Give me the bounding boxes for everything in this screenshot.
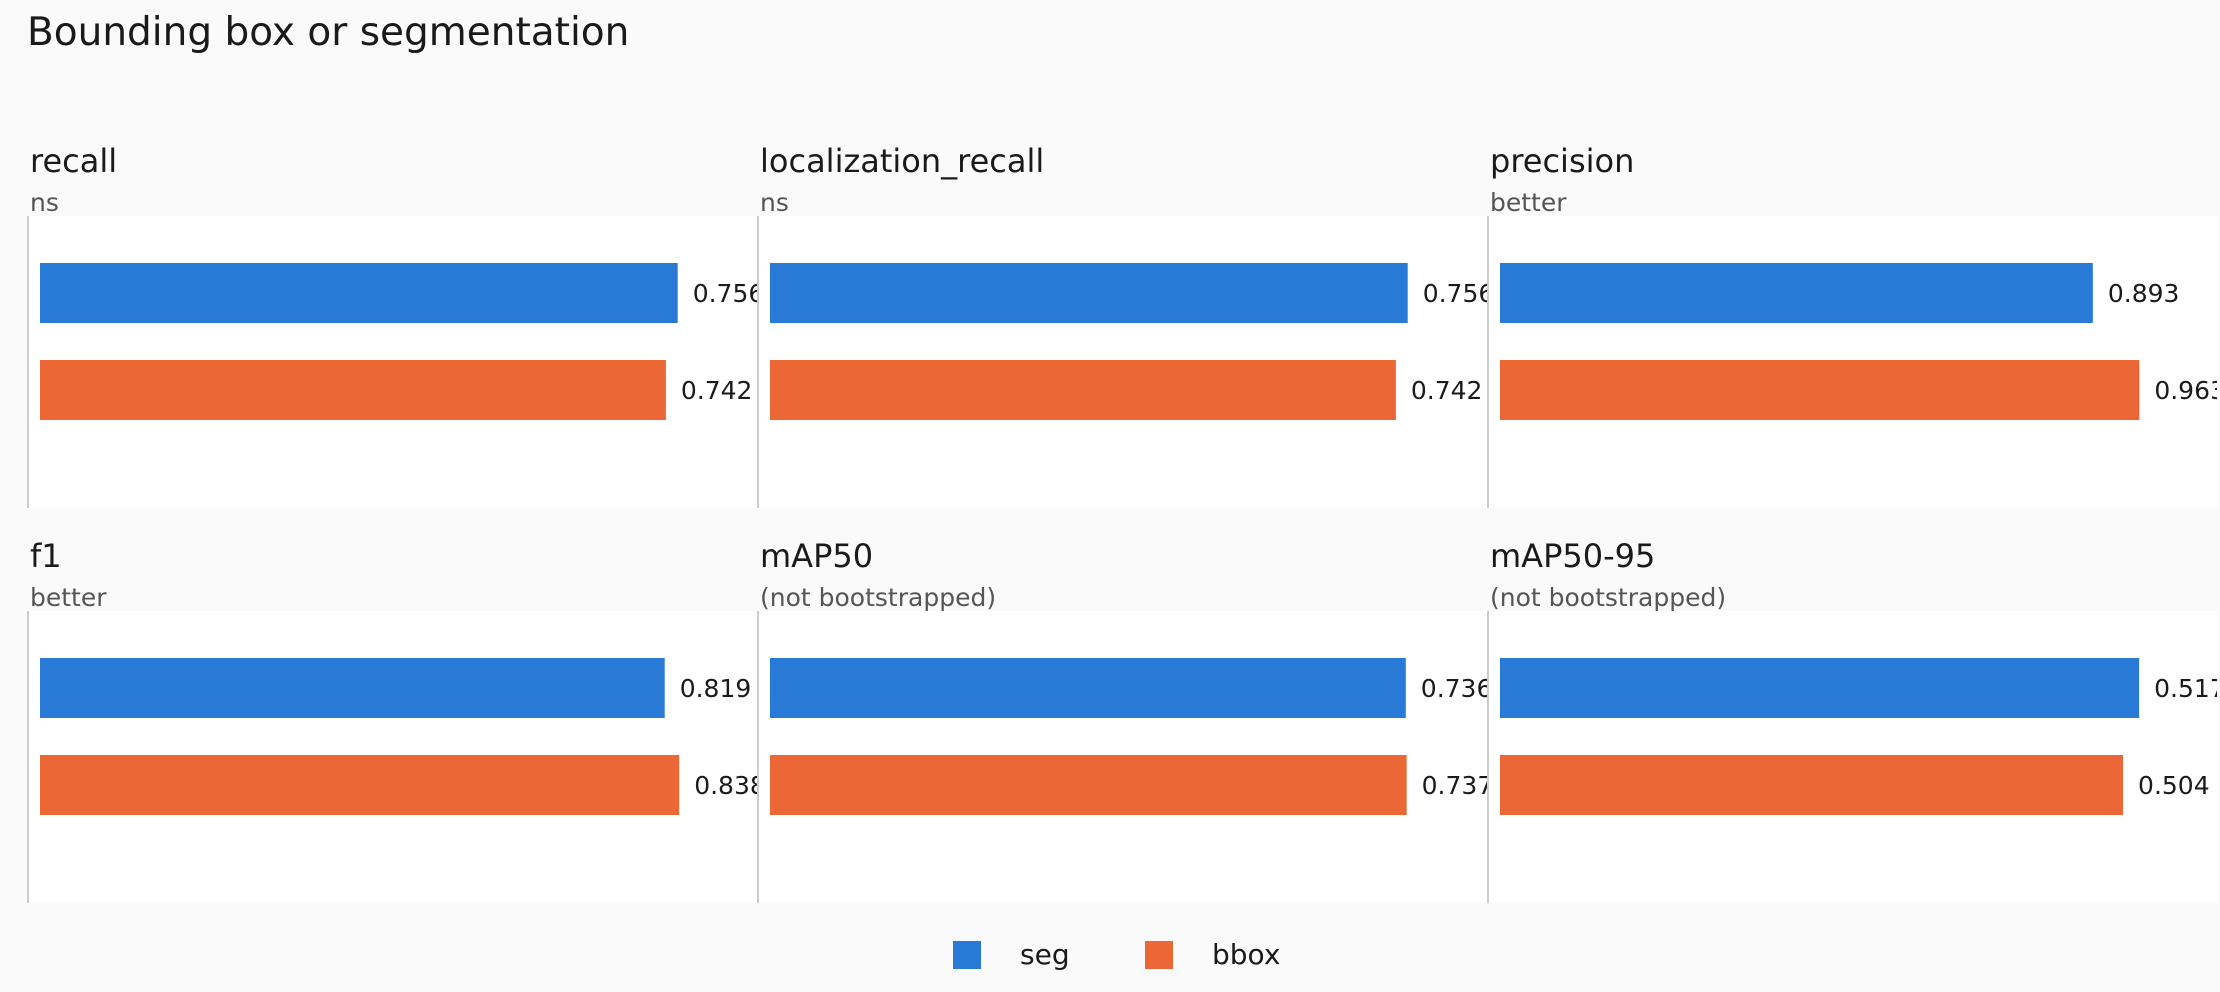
data-label-seg: 0.893 <box>2108 279 2180 308</box>
panel-title: f1 <box>30 537 62 575</box>
plot-area: 0.819 0.838 <box>27 611 757 903</box>
bar-bbox <box>1500 755 2124 815</box>
plot-area: 0.893 0.963 <box>1487 216 2217 508</box>
bar-bbox <box>1500 360 2140 420</box>
bar-chart: 0.736 0.737 <box>757 611 1487 903</box>
bar-chart: 0.893 0.963 <box>1487 216 2217 508</box>
bar-bbox <box>40 360 666 420</box>
panel-title: mAP50-95 <box>1490 537 1656 575</box>
data-label-seg: 0.756 <box>1423 279 1487 308</box>
bar-seg <box>1500 658 2140 718</box>
data-label-bbox: 0.742 <box>1411 376 1483 405</box>
data-label-bbox: 0.742 <box>681 376 753 405</box>
chart-panel-map50-95: mAP50-95 (not bootstrapped) 0.517 0.504 <box>1487 533 2217 913</box>
legend-label-seg: seg <box>1020 938 1070 971</box>
chart-panel-f1: f1 better 0.819 0.838 <box>27 533 757 913</box>
panel-subtitle: ns <box>30 188 59 217</box>
panel-title: recall <box>30 142 118 180</box>
chart-panel-precision: precision better 0.893 0.963 <box>1487 138 2217 518</box>
bar-bbox <box>40 755 680 815</box>
bar-bbox <box>770 755 1407 815</box>
legend-swatch-seg <box>953 941 981 969</box>
panel-title: precision <box>1490 142 1635 180</box>
data-label-seg: 0.756 <box>693 279 757 308</box>
data-label-seg: 0.517 <box>2154 674 2217 703</box>
page-title: Bounding box or segmentation <box>27 10 630 55</box>
legend-label-bbox: bbox <box>1212 938 1281 971</box>
bar-chart: 0.517 0.504 <box>1487 611 2217 903</box>
panel-subtitle: (not bootstrapped) <box>760 583 997 612</box>
bar-bbox <box>770 360 1396 420</box>
plot-area: 0.736 0.737 <box>757 611 1487 903</box>
data-label-bbox: 0.504 <box>2138 771 2210 800</box>
panel-subtitle: ns <box>760 188 789 217</box>
bar-chart: 0.756 0.742 <box>757 216 1487 508</box>
bar-seg <box>1500 263 2093 323</box>
bar-seg <box>40 263 678 323</box>
panel-title: mAP50 <box>760 537 874 575</box>
panel-subtitle: better <box>1490 188 1567 217</box>
plot-area: 0.756 0.742 <box>27 216 757 508</box>
panel-title: localization_recall <box>760 142 1045 180</box>
bar-chart: 0.756 0.742 <box>27 216 757 508</box>
data-label-seg: 0.819 <box>680 674 752 703</box>
panel-subtitle: better <box>30 583 107 612</box>
data-label-seg: 0.736 <box>1421 674 1487 703</box>
legend-swatch-bbox <box>1145 941 1173 969</box>
bar-seg <box>770 658 1406 718</box>
chart-panel-recall: recall ns 0.756 0.742 <box>27 138 757 518</box>
plot-area: 0.756 0.742 <box>757 216 1487 508</box>
panel-subtitle: (not bootstrapped) <box>1490 583 1727 612</box>
bar-seg <box>770 263 1408 323</box>
data-label-bbox: 0.963 <box>2154 376 2217 405</box>
chart-panel-localization-recall: localization_recall ns 0.756 0.742 <box>757 138 1487 518</box>
chart-panel-map50: mAP50 (not bootstrapped) 0.736 0.737 <box>757 533 1487 913</box>
bar-chart: 0.819 0.838 <box>27 611 757 903</box>
bar-seg <box>40 658 665 718</box>
data-label-bbox: 0.737 <box>1422 771 1487 800</box>
data-label-bbox: 0.838 <box>694 771 757 800</box>
plot-area: 0.517 0.504 <box>1487 611 2217 903</box>
